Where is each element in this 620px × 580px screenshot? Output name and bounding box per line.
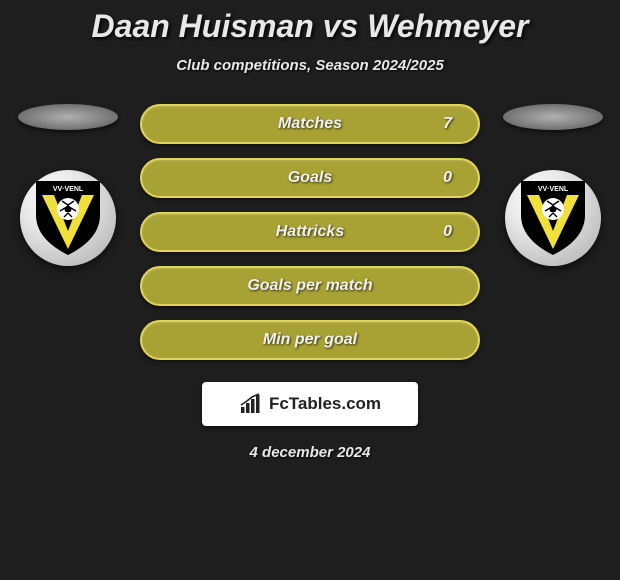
svg-text:VV·VENL: VV·VENL <box>537 186 568 193</box>
date-label: 4 december 2024 <box>0 444 620 461</box>
svg-text:VV·VENL: VV·VENL <box>52 186 83 193</box>
right-shadow-oval <box>503 104 603 130</box>
comparison-row: VV·VENL Matches 7 Goals 0 Hattricks <box>0 104 620 360</box>
stat-goals-per-match: Goals per match <box>140 266 480 306</box>
left-shadow-oval <box>18 104 118 130</box>
stat-label: Hattricks <box>276 223 344 241</box>
page-title: Daan Huisman vs Wehmeyer <box>0 8 620 45</box>
right-club-logo: VV·VENL <box>505 170 601 266</box>
subtitle: Club competitions, Season 2024/2025 <box>0 57 620 74</box>
stat-label: Goals <box>288 169 332 187</box>
stat-min-per-goal: Min per goal <box>140 320 480 360</box>
brand-badge[interactable]: FcTables.com <box>202 382 418 426</box>
stat-value: 0 <box>443 223 452 241</box>
stat-label: Min per goal <box>263 331 357 349</box>
vvv-shield-icon: VV·VENL <box>32 179 104 257</box>
stat-goals: Goals 0 <box>140 158 480 198</box>
stat-label: Matches <box>278 115 342 133</box>
stat-value: 0 <box>443 169 452 187</box>
chart-icon <box>239 393 263 415</box>
brand-text: FcTables.com <box>269 394 381 414</box>
right-player-col: VV·VENL <box>500 104 605 266</box>
stats-column: Matches 7 Goals 0 Hattricks 0 Goals per … <box>140 104 480 360</box>
vvv-shield-icon: VV·VENL <box>517 179 589 257</box>
left-player-col: VV·VENL <box>15 104 120 266</box>
left-club-logo: VV·VENL <box>20 170 116 266</box>
stat-hattricks: Hattricks 0 <box>140 212 480 252</box>
stat-label: Goals per match <box>247 277 372 295</box>
stat-matches: Matches 7 <box>140 104 480 144</box>
stat-value: 7 <box>443 115 452 133</box>
